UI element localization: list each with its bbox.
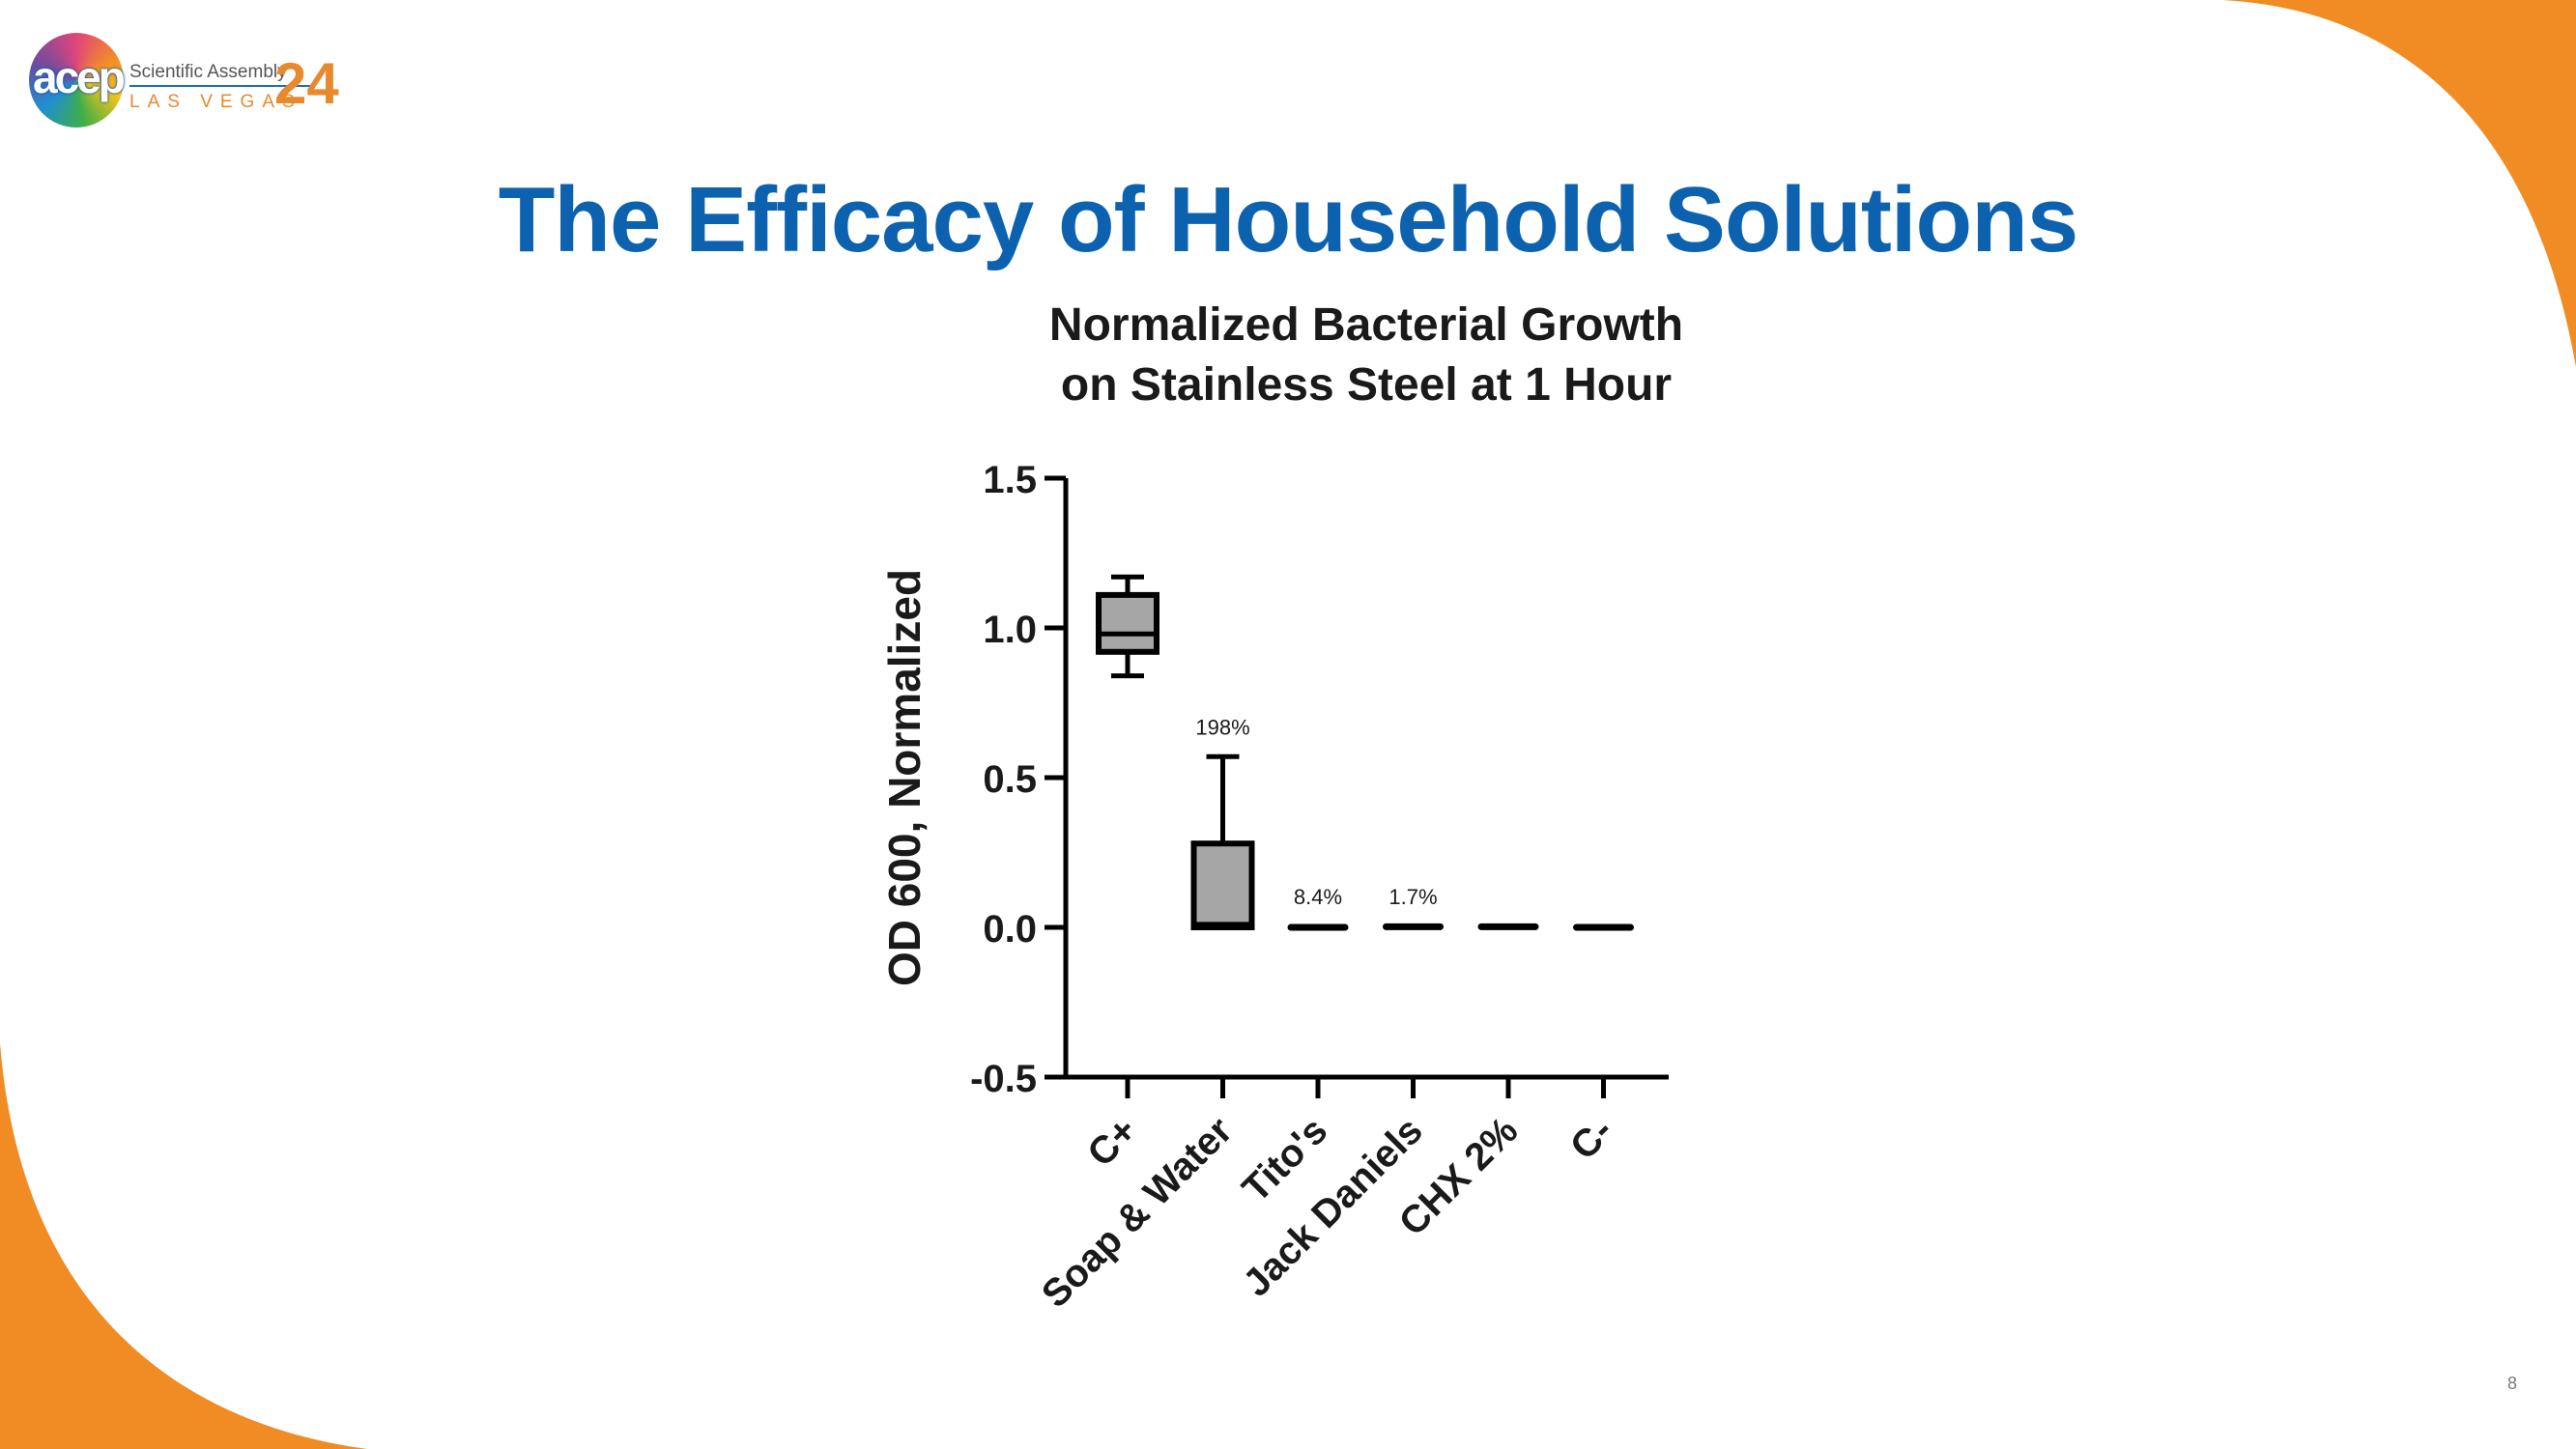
page-number: 8: [2506, 1374, 2517, 1393]
logo-year: 24: [274, 51, 339, 116]
orange-corner-top-right: [2222, 0, 2576, 367]
y-tick-label: 0.5: [983, 758, 1037, 801]
y-axis-label: OD 600, Normalized: [879, 569, 930, 986]
chart-title: Normalized Bacterial Growth on Stainless…: [1049, 299, 1683, 411]
y-tick-label: 0.0: [983, 908, 1037, 951]
chart-title-line-1: Normalized Bacterial Growth: [1049, 299, 1683, 351]
box-series: [1096, 574, 1634, 931]
y-tick-label: 1.5: [983, 459, 1037, 501]
box-plot-item: [1096, 574, 1159, 679]
box-iqr: [1096, 591, 1159, 655]
x-tick-label: C-: [1562, 1109, 1621, 1168]
y-axis-ticks: -0.5 0.0 0.5 1.0 1.5: [970, 459, 1066, 1100]
chart-title-line-2: on Stainless Steel at 1 Hour: [1061, 359, 1672, 411]
logo-location: LAS VEGAS: [129, 92, 302, 112]
y-tick-label: 1.0: [983, 609, 1037, 651]
orange-corner-bottom-left: [0, 1043, 367, 1449]
annotation-label: 8.4%: [1294, 885, 1342, 909]
box-plot-item: [1190, 753, 1255, 931]
logo-wordmark: acep: [33, 52, 126, 102]
logo-subtitle: Scientific Assembly: [129, 60, 313, 87]
y-tick-label: -0.5: [970, 1058, 1037, 1100]
percent-annotations: 198% 8.4% 1.7%: [1195, 715, 1437, 908]
annotation-label: 198%: [1195, 715, 1249, 739]
acep-logo: acep Scientific Assembly LAS VEGAS 24: [29, 31, 348, 132]
annotation-label: 1.7%: [1388, 885, 1437, 909]
logo-globe-icon: [29, 33, 124, 128]
box-iqr: [1190, 840, 1255, 931]
x-tick-label: C+: [1079, 1109, 1145, 1175]
slide-title: The Efficacy of Household Solutions: [498, 168, 2078, 271]
